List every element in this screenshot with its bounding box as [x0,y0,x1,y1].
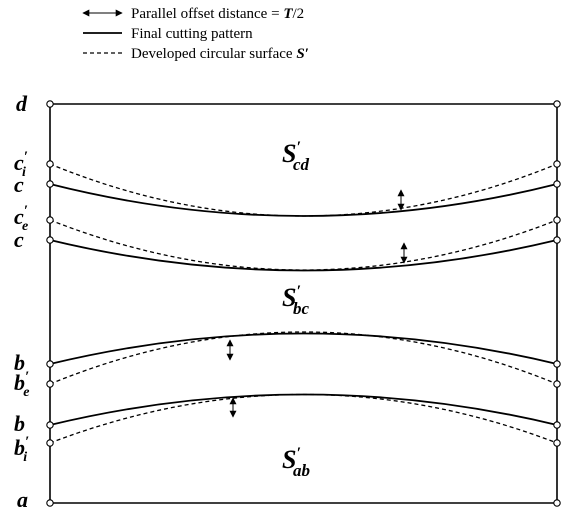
legend-cutting-label: Final cutting pattern [131,26,253,42]
offset-arrows [226,189,408,418]
edge-label-b-upper: b [14,350,25,375]
edge-b-i-developed-curve [49,393,558,444]
edge-label-a: a [17,487,28,512]
edge-b-cutting-curve-upper [49,332,558,365]
legend: Parallel offset distance = T/2 Final cut… [82,6,309,62]
legend-surface-label: Developed circular surface S′ [131,46,309,62]
region-labels: S′ cd S′ bc S′ ab [282,139,310,480]
panel-frame [49,103,558,504]
region-label-bc: S′ bc [282,283,309,318]
legend-offset-label: Parallel offset distance = T/2 [131,6,304,22]
edge-c-cutting-curve-upper [49,183,558,217]
edge-label-c-lower: c [14,227,24,252]
region-label-cd: S′ cd [282,139,310,174]
edge-b-cutting-curve-lower [49,393,558,426]
edge-label-b-i: b′ i [14,434,29,465]
edge-label-b-e: b′ e [14,369,29,400]
edge-label-b-lower: b [14,411,25,436]
edge-labels: d c′ i c c′ e c b b′ e b b′ i a [14,91,29,512]
edge-c-e-developed-curve [49,219,558,271]
edge-label-d: d [16,91,28,116]
edge-label-c-e: c′ e [14,203,28,234]
edge-label-c-upper: c [14,172,24,197]
edge-b-e-developed-curve [49,331,558,385]
edge-label-c-i: c′ i [14,149,28,180]
edge-c-cutting-curve-lower [49,239,558,272]
pattern-curves [49,163,558,444]
region-label-ab: S′ ab [282,445,310,480]
corner-nodes [46,100,561,507]
